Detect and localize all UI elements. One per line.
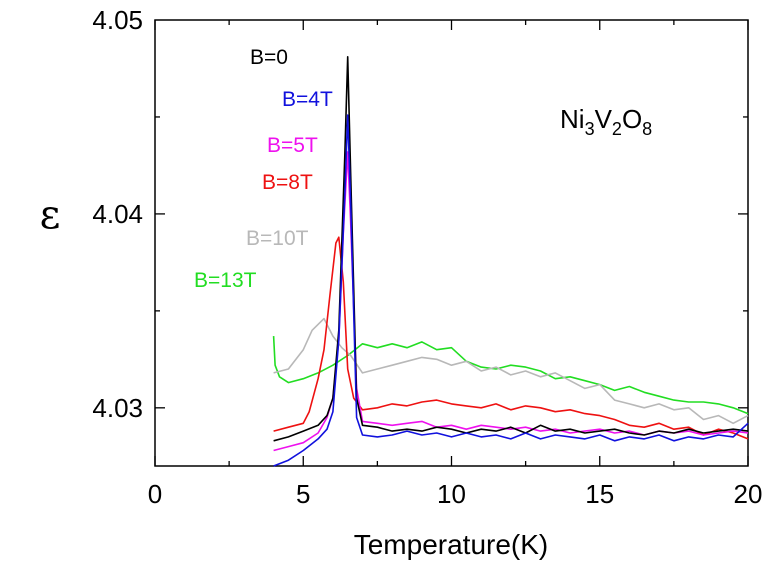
series-label-b-4t: B=4T bbox=[282, 88, 333, 111]
x-tick-label: 10 bbox=[437, 479, 466, 509]
series-line-b-0 bbox=[274, 57, 748, 441]
y-tick-label: 4.04 bbox=[92, 199, 143, 229]
series-label-b-10t: B=10T bbox=[246, 227, 309, 250]
x-tick-label: 5 bbox=[296, 479, 310, 509]
series-labels: B=13T B=10T B=8T B=5T B=0 B=4T bbox=[194, 46, 333, 292]
formula-element-2: V bbox=[595, 104, 613, 134]
series-label-b-13t: B=13T bbox=[194, 269, 257, 292]
y-tick-label: 4.05 bbox=[92, 5, 143, 35]
series-label-b-8t: B=8T bbox=[262, 171, 313, 194]
compound-formula-label: Ni3V2O8 bbox=[560, 104, 652, 139]
x-tick-label: 20 bbox=[734, 479, 763, 509]
formula-subscript-1: 3 bbox=[585, 119, 595, 139]
plot-frame bbox=[155, 20, 748, 466]
formula-subscript-3: 8 bbox=[642, 119, 652, 139]
x-axis-title: Temperature(K) bbox=[354, 529, 549, 560]
y-axis-title: ε bbox=[40, 192, 61, 238]
formula-subscript-2: 2 bbox=[612, 119, 622, 139]
x-tick-label: 15 bbox=[585, 479, 614, 509]
y-tick-labels: 4.03 4.04 4.05 bbox=[92, 5, 143, 423]
formula-element-1: Ni bbox=[560, 104, 585, 134]
series-label-b-0: B=0 bbox=[250, 46, 288, 69]
x-tick-label: 0 bbox=[148, 479, 162, 509]
series-label-b-5t: B=5T bbox=[267, 134, 318, 157]
formula-element-3: O bbox=[622, 104, 642, 134]
axis-ticks bbox=[155, 20, 748, 466]
y-tick-label: 4.03 bbox=[92, 393, 143, 423]
x-tick-labels: 0 5 10 15 20 bbox=[148, 479, 763, 509]
series-line-b-10t bbox=[274, 319, 748, 424]
series-lines bbox=[274, 57, 748, 466]
